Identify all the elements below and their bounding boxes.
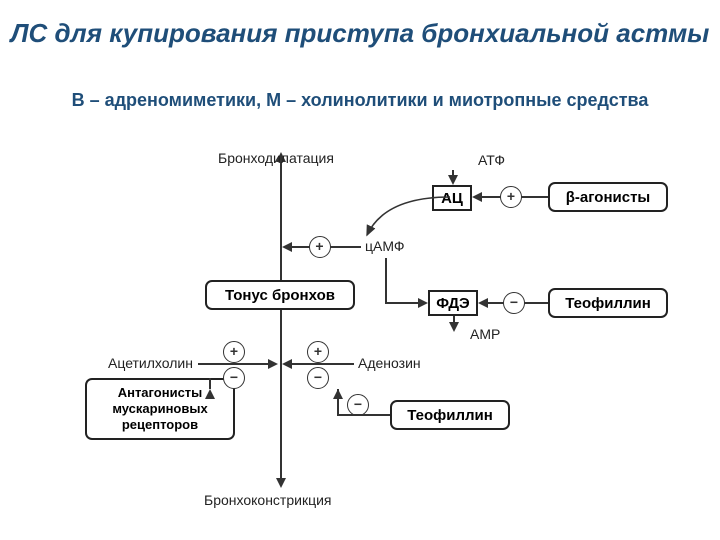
node-theophylline-1: Теофиллин [548,288,668,318]
node-theophylline-2: Теофиллин [390,400,510,430]
arrowhead [333,389,343,399]
axis-line [280,162,282,478]
minus-icon: − [503,292,525,314]
edge-camp-pde-h [385,302,420,304]
label-bronchoconstriction: Бронхоконстрикция [204,492,331,508]
edge-acetyl-axis [198,363,272,365]
edge-aden-axis [290,363,354,365]
page-title: ЛС для купирования приступа бронхиальной… [0,18,720,49]
label-adenosine: Аденозин [358,355,421,371]
node-label: ФДЭ [436,295,469,312]
arrowhead [282,242,292,252]
minus-icon: − [307,367,329,389]
edge-theo2-aden-h [337,414,390,416]
label-acetylcholine: Ацетилхолин [108,355,193,371]
arrowhead [449,322,459,332]
node-label: Антагонисты мускариновых рецепторов [112,385,207,434]
arrow-down [276,478,286,488]
plus-icon: + [309,236,331,258]
plus-icon: + [223,341,245,363]
node-label: Теофиллин [565,295,651,312]
plus-icon: + [500,186,522,208]
label-bronchodilation: Бронходилатация [218,150,334,166]
plus-icon: + [307,341,329,363]
page-subtitle: В – адреномиметики, М – холинолитики и м… [0,90,720,111]
node-label: Теофиллин [407,407,493,424]
minus-icon: − [223,367,245,389]
label-atp: АТФ [478,152,505,168]
label-amp: АМР [470,326,500,342]
arrowhead [282,359,292,369]
diagram-stage: { "meta":{ "type":"flowchart", "backgrou… [0,0,720,540]
minus-icon: − [347,394,369,416]
edge-musc-acetyl [209,378,211,389]
arrowhead [478,298,488,308]
node-muscarinic-antagonists: Антагонисты мускариновых рецепторов [85,378,235,440]
edge-ac-camp-curve [355,189,475,269]
arrowhead [268,359,278,369]
arrowhead [205,389,215,399]
node-label: β-агонисты [566,189,651,206]
node-pde: ФДЭ [428,290,478,316]
arrowhead [418,298,428,308]
node-label: Тонус бронхов [225,287,335,304]
node-beta-agonists: β-агонисты [548,182,668,212]
node-bronchial-tone: Тонус бронхов [205,280,355,310]
arrowhead [448,175,458,185]
